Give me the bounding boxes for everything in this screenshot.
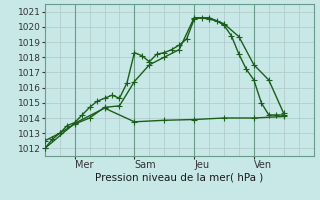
X-axis label: Pression niveau de la mer( hPa ): Pression niveau de la mer( hPa ) xyxy=(95,173,263,183)
